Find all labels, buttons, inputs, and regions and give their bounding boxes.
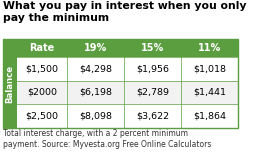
Text: $1,500: $1,500 — [26, 64, 58, 73]
Text: Total interest charge, with a 2 percent minimum
payment. Source: Myvesta.org Fre: Total interest charge, with a 2 percent … — [3, 129, 211, 149]
Text: Balance: Balance — [6, 64, 14, 102]
Text: Rate: Rate — [29, 43, 55, 53]
Bar — [17, 39, 238, 57]
Text: 11%: 11% — [198, 43, 221, 53]
Bar — [17, 104, 238, 128]
Text: 19%: 19% — [84, 43, 107, 53]
Text: $8,098: $8,098 — [79, 112, 112, 121]
Text: $1,441: $1,441 — [193, 88, 226, 97]
Text: $2,789: $2,789 — [136, 88, 169, 97]
Text: $2,500: $2,500 — [26, 112, 58, 121]
Text: $1,956: $1,956 — [136, 64, 169, 73]
Bar — [3, 39, 238, 128]
Bar — [3, 39, 17, 128]
Text: $3,622: $3,622 — [136, 112, 169, 121]
Text: What you pay in interest when you only
pay the minimum: What you pay in interest when you only p… — [3, 1, 246, 23]
Text: $1,018: $1,018 — [193, 64, 226, 73]
Text: $6,198: $6,198 — [79, 88, 112, 97]
Text: $2000: $2000 — [27, 88, 57, 97]
Text: 15%: 15% — [141, 43, 164, 53]
Text: $4,298: $4,298 — [79, 64, 112, 73]
Text: $1,864: $1,864 — [193, 112, 226, 121]
Bar — [17, 57, 238, 81]
Bar — [17, 81, 238, 104]
